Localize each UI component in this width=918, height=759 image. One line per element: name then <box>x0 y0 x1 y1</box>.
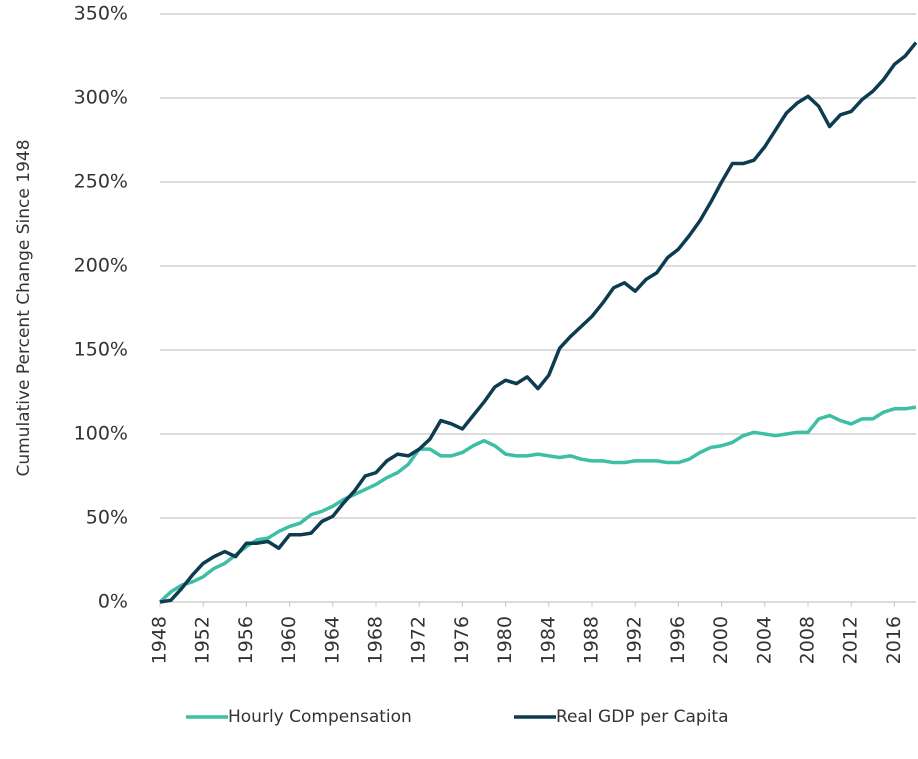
y-tick-label: 150% <box>74 339 128 361</box>
x-tick-label: 1948 <box>149 616 171 664</box>
x-tick-label: 1956 <box>235 616 257 664</box>
legend-label: Hourly Compensation <box>228 707 412 727</box>
x-tick-label: 1984 <box>537 616 559 664</box>
x-tick-label: 1968 <box>365 616 387 664</box>
y-tick-label: 0% <box>98 591 128 613</box>
x-tick-label: 2008 <box>797 616 819 664</box>
x-tick-label: 2004 <box>753 616 775 664</box>
y-tick-label: 200% <box>74 255 128 277</box>
x-tick-label: 1960 <box>278 616 300 664</box>
x-tick-label: 2000 <box>710 616 732 664</box>
x-tick-label: 1992 <box>624 616 646 664</box>
series-line <box>158 405 917 604</box>
y-tick-label: 250% <box>74 171 128 193</box>
y-tick-label: 350% <box>74 3 128 25</box>
x-tick-label: 1980 <box>494 616 516 664</box>
x-tick-label: 1952 <box>192 616 214 664</box>
y-tick-label: 100% <box>74 423 128 445</box>
x-tick-label: 1988 <box>581 616 603 664</box>
x-tick-label: 1964 <box>321 616 343 664</box>
y-tick-label: 300% <box>74 87 128 109</box>
y-axis-label: Cumulative Percent Change Since 1948 <box>14 139 34 476</box>
x-tick-label: 1996 <box>667 616 689 664</box>
x-tick-label: 2016 <box>883 616 905 664</box>
x-tick-label: 1972 <box>408 616 430 664</box>
legend-label: Real GDP per Capita <box>556 707 729 727</box>
y-tick-label: 50% <box>86 507 128 529</box>
series-line <box>159 41 918 604</box>
x-tick-label: 2012 <box>840 616 862 664</box>
x-tick-label: 1976 <box>451 616 473 664</box>
